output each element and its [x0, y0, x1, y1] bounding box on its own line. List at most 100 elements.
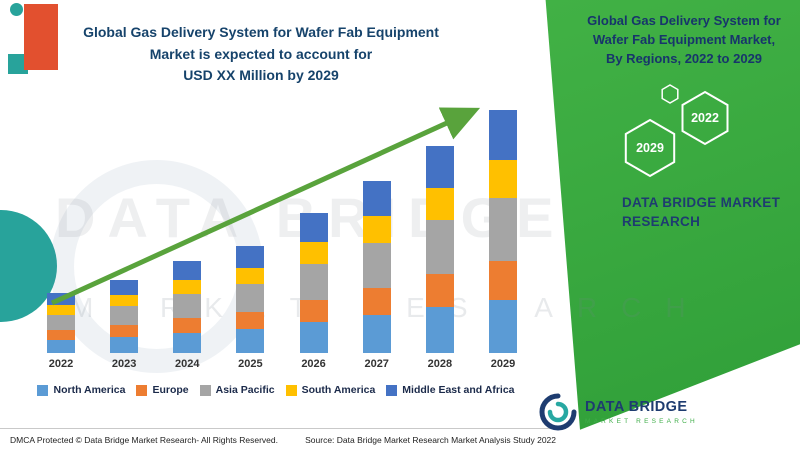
bar-column-2022: 2022: [44, 293, 78, 372]
bar-segment-2024-europe: [173, 318, 202, 333]
bar-segment-2025-north-america: [236, 329, 265, 353]
bar-segment-2022-asia-pacific: [47, 315, 75, 330]
bar-segment-2024-south-america: [173, 280, 202, 294]
footer-bar: DMCA Protected © Data Bridge Market Rese…: [0, 428, 566, 450]
bar-segment-2026-asia-pacific: [299, 264, 328, 300]
x-axis-label-2029: 2029: [490, 358, 516, 370]
bar-segment-2029-south-america: [488, 160, 517, 198]
bar-segment-2024-middle-east-and-africa: [173, 261, 202, 280]
legend-swatch-icon: [199, 384, 211, 396]
x-axis-label-2023: 2023: [111, 358, 137, 370]
bar-segment-2026-south-america: [299, 242, 328, 264]
bar-segment-2023-europe: [110, 325, 139, 337]
chart-title-line-3: USD XX Million by 2029: [183, 67, 339, 84]
bar-segment-2028-south-america: [425, 188, 454, 220]
orange-rectangle-decoration: [24, 4, 58, 70]
bar-column-2023: 2023: [107, 280, 141, 372]
legend-item-south-america: South America: [285, 384, 376, 396]
bar-segment-2029-asia-pacific: [488, 198, 517, 261]
bar-segment-2027-asia-pacific: [362, 243, 391, 288]
bar-segment-2025-middle-east-and-africa: [236, 246, 265, 268]
bar-segment-2025-asia-pacific: [236, 284, 265, 312]
x-axis-label-2026: 2026: [301, 358, 326, 370]
bar-segment-2026-north-america: [299, 322, 328, 353]
legend-swatch-icon: [285, 384, 297, 396]
bar-segment-2026-middle-east-and-africa: [299, 213, 328, 242]
teal-dot-decoration: [10, 3, 23, 16]
legend-swatch-icon: [136, 384, 148, 396]
legend-label: South America: [301, 384, 376, 396]
bar-segment-2023-middle-east-and-africa: [110, 280, 139, 295]
x-axis-label-2022: 2022: [48, 358, 74, 370]
x-axis-label-2027: 2027: [364, 358, 389, 370]
side-panel-brand-text: DATA BRIDGE MARKET RESEARCH: [622, 195, 781, 229]
bar-segment-2022-europe: [47, 330, 75, 340]
bar-segment-2022-north-america: [47, 340, 75, 353]
stacked-bar-2024: [173, 261, 202, 353]
bar-segment-2024-north-america: [173, 333, 202, 353]
bar-segment-2027-europe: [362, 288, 391, 315]
bar-segment-2027-south-america: [362, 216, 391, 243]
bar-chart: 2022 2023 2024 2025 2026 2027 2028 2029: [34, 96, 530, 372]
bar-segment-2028-middle-east-and-africa: [425, 146, 454, 188]
bar-column-2029: 2029: [486, 110, 520, 372]
chart-legend: North America Europe Asia Pacific South Ame…: [0, 384, 552, 396]
logo-tagline: MARKET RESEARCH: [585, 418, 698, 425]
bar-column-2024: 2024: [170, 261, 204, 372]
bar-segment-2027-middle-east-and-africa: [362, 181, 391, 216]
bar-segment-2024-asia-pacific: [173, 294, 202, 318]
side-panel-title-line-1: Global Gas Delivery System for: [587, 13, 781, 28]
bar-segment-2027-north-america: [362, 315, 391, 353]
bar-segment-2022-south-america: [47, 305, 75, 315]
bar-segment-2029-north-america: [488, 300, 517, 353]
stacked-bar-2022: [47, 293, 75, 353]
bar-segment-2025-europe: [236, 312, 265, 329]
year-hexagons: 2029 2022: [624, 84, 729, 178]
side-panel-title-line-3: By Regions, 2022 to 2029: [605, 50, 763, 66]
dmca-notice: DMCA Protected © Data Bridge Market Rese…: [10, 434, 278, 445]
source-note: Source: Data Bridge Market Research Mark…: [305, 434, 556, 445]
stacked-bar-2028: [425, 146, 454, 353]
chart-title-line-1: Global Gas Delivery System for Wafer Fab…: [83, 24, 439, 40]
legend-swatch-icon: [386, 384, 398, 396]
stacked-bar-2025: [236, 246, 265, 353]
bar-segment-2023-north-america: [110, 337, 139, 353]
bar-segment-2028-europe: [425, 274, 454, 307]
stacked-bar-2029: [488, 110, 517, 353]
stacked-bar-2023: [110, 280, 139, 353]
bar-segment-2029-middle-east-and-africa: [488, 110, 517, 160]
x-axis-label-2025: 2025: [238, 358, 263, 370]
side-panel-title: Global Gas Delivery System for Wafer Fab…: [575, 12, 793, 69]
bar-column-2025: 2025: [233, 246, 267, 372]
teal-square-decoration: [8, 54, 28, 74]
bar-segment-2026-europe: [299, 300, 328, 322]
hexagon-2022-icon: [681, 90, 729, 146]
hexagon-2022-label: 2022: [691, 111, 719, 125]
hexagon-2029-icon: [624, 118, 676, 178]
bar-segment-2022-middle-east-and-africa: [47, 293, 75, 305]
stacked-bar-2026: [299, 213, 328, 353]
bar-segment-2029-europe: [488, 261, 517, 300]
bar-column-2026: 2026: [297, 213, 331, 372]
stacked-bar-2027: [362, 181, 391, 353]
bar-segment-2025-south-america: [236, 268, 265, 284]
x-axis-label-2024: 2024: [175, 358, 200, 370]
legend-item-asia-pacific: Asia Pacific: [199, 384, 275, 396]
legend-label: Asia Pacific: [215, 384, 275, 396]
company-logo: DATA BRIDGE MARKET RESEARCH: [538, 392, 698, 432]
bar-segment-2023-asia-pacific: [110, 306, 139, 325]
chart-title: Global Gas Delivery System for Wafer Fab…: [36, 22, 486, 87]
bar-column-2028: 2028: [423, 146, 457, 372]
hexagon-2029-label: 2029: [636, 141, 664, 155]
bar-segment-2023-south-america: [110, 295, 139, 306]
side-panel-title-line-2: Wafer Fab Equipment Market,: [592, 31, 776, 47]
legend-label: North America: [53, 384, 126, 396]
x-axis-label-2028: 2028: [427, 358, 453, 370]
logo-name: DATA BRIDGE: [585, 399, 688, 415]
bar-column-2027: 2027: [360, 181, 394, 372]
data-bridge-logo-icon: [539, 393, 577, 431]
bar-segment-2028-north-america: [425, 307, 454, 353]
legend-swatch-icon: [37, 384, 49, 396]
